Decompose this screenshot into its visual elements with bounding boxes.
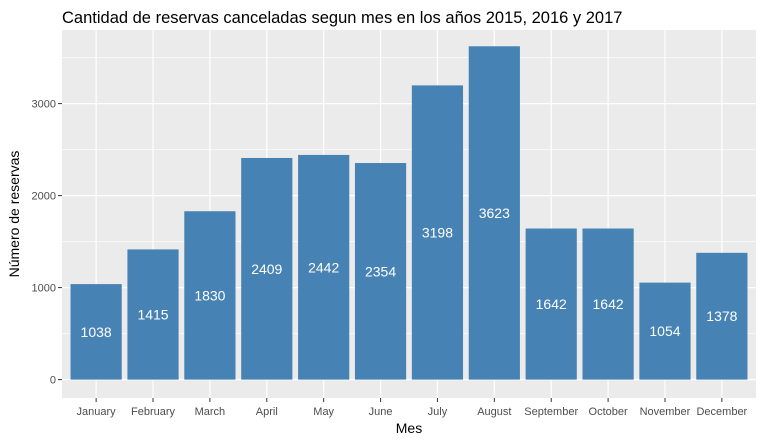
- x-tick-label: June: [369, 406, 393, 418]
- x-tick-label: August: [477, 406, 511, 418]
- y-axis-title: Número de reservas: [6, 151, 22, 278]
- x-tick-label: December: [696, 406, 747, 418]
- bar-may: [298, 154, 350, 380]
- bar-august: [468, 46, 520, 380]
- y-axis: 0 1000 2000 3000: [32, 99, 62, 387]
- bar-labels: 1038 1415 1830 2409 2442 2354 3198 3623 1642 1642…: [81, 205, 738, 340]
- x-tick-label: March: [195, 406, 226, 418]
- x-tick-label: April: [256, 406, 278, 418]
- x-tick-label: July: [428, 406, 448, 418]
- x-tick-label: May: [313, 406, 334, 418]
- x-tick-label: February: [131, 406, 176, 418]
- x-tick-label: September: [524, 406, 578, 418]
- bar-september: [525, 228, 577, 380]
- bar-november: [639, 282, 691, 380]
- bar-value-label: 1038: [81, 324, 112, 340]
- bar-june: [354, 163, 407, 380]
- bar-january: [70, 284, 122, 380]
- x-axis: January February March April May June July Augu…: [77, 398, 748, 418]
- y-tick-label: 0: [50, 375, 56, 387]
- bar-value-label: 1378: [706, 308, 737, 324]
- bar-value-label: 1642: [593, 296, 624, 312]
- bar-value-label: 1830: [194, 287, 225, 303]
- bar-value-label: 3198: [422, 224, 453, 240]
- bars: [70, 46, 748, 380]
- bar-april: [241, 157, 293, 380]
- bar-march: [184, 211, 236, 380]
- bar-october: [582, 228, 634, 380]
- x-axis-title: Mes: [396, 420, 422, 436]
- bar-december: [696, 252, 748, 380]
- y-tick-label: 1000: [32, 283, 56, 295]
- y-tick-label: 2000: [32, 191, 56, 203]
- bar-value-label: 2409: [251, 261, 282, 277]
- bar-value-label: 1054: [649, 323, 680, 339]
- bar-value-label: 2354: [365, 263, 396, 279]
- bar-value-label: 2442: [308, 259, 339, 275]
- y-tick-label: 3000: [32, 99, 56, 111]
- x-tick-label: November: [640, 406, 691, 418]
- bar-value-label: 1642: [536, 296, 567, 312]
- bar-february: [127, 249, 179, 380]
- bar-value-label: 1415: [137, 307, 168, 323]
- x-tick-label: January: [77, 406, 117, 418]
- bar-july: [411, 85, 464, 380]
- chart-title: Cantidad de reservas canceladas segun me…: [62, 9, 622, 27]
- x-tick-label: October: [589, 406, 628, 418]
- bar-value-label: 3623: [479, 205, 510, 221]
